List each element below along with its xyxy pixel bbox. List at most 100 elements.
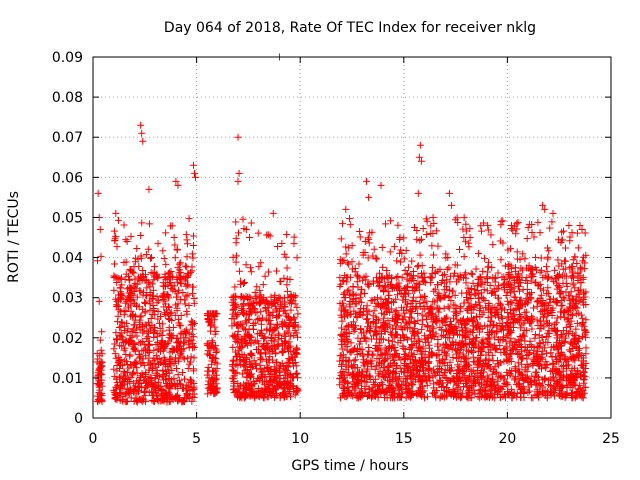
data-point bbox=[185, 301, 193, 309]
data-point bbox=[234, 133, 242, 141]
data-point bbox=[519, 250, 527, 258]
data-point bbox=[188, 290, 196, 298]
data-point bbox=[571, 374, 579, 382]
data-point bbox=[286, 385, 294, 393]
data-point bbox=[442, 254, 450, 262]
data-point bbox=[409, 302, 417, 310]
data-point bbox=[417, 270, 425, 278]
data-point bbox=[136, 321, 144, 329]
data-point bbox=[581, 383, 589, 391]
data-point bbox=[530, 358, 538, 366]
data-point bbox=[478, 293, 486, 301]
data-point bbox=[491, 363, 499, 371]
data-point bbox=[552, 353, 560, 361]
data-point bbox=[128, 370, 136, 378]
data-point bbox=[281, 303, 289, 311]
data-point bbox=[289, 347, 297, 355]
data-point bbox=[233, 252, 241, 260]
data-point bbox=[536, 280, 544, 288]
data-point bbox=[482, 351, 490, 359]
data-point bbox=[406, 309, 414, 317]
data-point bbox=[415, 153, 423, 161]
data-point bbox=[242, 384, 250, 392]
data-point bbox=[452, 305, 460, 313]
data-point bbox=[145, 220, 153, 228]
data-point bbox=[368, 296, 376, 304]
data-point bbox=[493, 322, 501, 330]
data-point bbox=[111, 273, 119, 281]
data-point bbox=[484, 221, 492, 229]
data-point bbox=[209, 338, 217, 346]
data-point bbox=[479, 267, 487, 275]
data-point bbox=[264, 382, 272, 390]
data-point bbox=[468, 381, 476, 389]
data-point bbox=[404, 282, 412, 290]
data-point bbox=[580, 376, 588, 384]
data-point bbox=[389, 373, 397, 381]
data-point bbox=[384, 351, 392, 359]
data-point bbox=[181, 329, 189, 337]
data-point bbox=[232, 312, 240, 320]
data-point bbox=[284, 358, 292, 366]
data-point bbox=[357, 391, 365, 399]
data-point bbox=[176, 259, 184, 267]
data-point bbox=[467, 347, 475, 355]
chart-title: Day 064 of 2018, Rate Of TEC Index for r… bbox=[164, 20, 536, 36]
data-point bbox=[175, 319, 183, 327]
data-point bbox=[137, 231, 145, 239]
data-point bbox=[382, 220, 390, 228]
data-point bbox=[423, 303, 431, 311]
data-point bbox=[565, 221, 573, 229]
data-point bbox=[442, 352, 450, 360]
data-point bbox=[516, 324, 524, 332]
data-point bbox=[359, 358, 367, 366]
data-point bbox=[245, 315, 253, 323]
data-point bbox=[377, 181, 385, 189]
data-point bbox=[473, 313, 481, 321]
data-point bbox=[273, 307, 281, 315]
data-point bbox=[572, 390, 580, 398]
data-point bbox=[527, 277, 535, 285]
data-point bbox=[146, 306, 154, 314]
data-point bbox=[542, 263, 550, 271]
data-point bbox=[340, 294, 348, 302]
data-point bbox=[336, 274, 344, 282]
data-point bbox=[580, 354, 588, 362]
data-point bbox=[564, 355, 572, 363]
data-point bbox=[522, 313, 530, 321]
data-point bbox=[337, 235, 345, 243]
data-point bbox=[476, 302, 484, 310]
data-point bbox=[572, 310, 580, 318]
data-point bbox=[364, 391, 372, 399]
data-point bbox=[518, 301, 526, 309]
data-point bbox=[95, 297, 103, 305]
data-point bbox=[489, 241, 497, 249]
data-point bbox=[468, 270, 476, 278]
data-point bbox=[266, 320, 274, 328]
data-point bbox=[283, 367, 291, 375]
data-point bbox=[111, 372, 119, 380]
data-point bbox=[290, 233, 298, 241]
data-point bbox=[544, 284, 552, 292]
data-point bbox=[568, 296, 576, 304]
data-point bbox=[171, 311, 179, 319]
data-point bbox=[172, 354, 180, 362]
data-point bbox=[544, 381, 552, 389]
data-point bbox=[497, 374, 505, 382]
data-point bbox=[561, 244, 569, 252]
data-point bbox=[351, 310, 359, 318]
data-point bbox=[285, 323, 293, 331]
data-point bbox=[283, 231, 291, 239]
data-point bbox=[245, 316, 253, 324]
data-point bbox=[550, 360, 558, 368]
data-point bbox=[380, 314, 388, 322]
data-point bbox=[435, 294, 443, 302]
data-point bbox=[183, 310, 191, 318]
data-point bbox=[173, 365, 181, 373]
data-point bbox=[338, 257, 346, 265]
data-point bbox=[465, 361, 473, 369]
data-point bbox=[96, 336, 104, 344]
data-point bbox=[152, 371, 160, 379]
data-point bbox=[480, 286, 488, 294]
data-point bbox=[364, 280, 372, 288]
